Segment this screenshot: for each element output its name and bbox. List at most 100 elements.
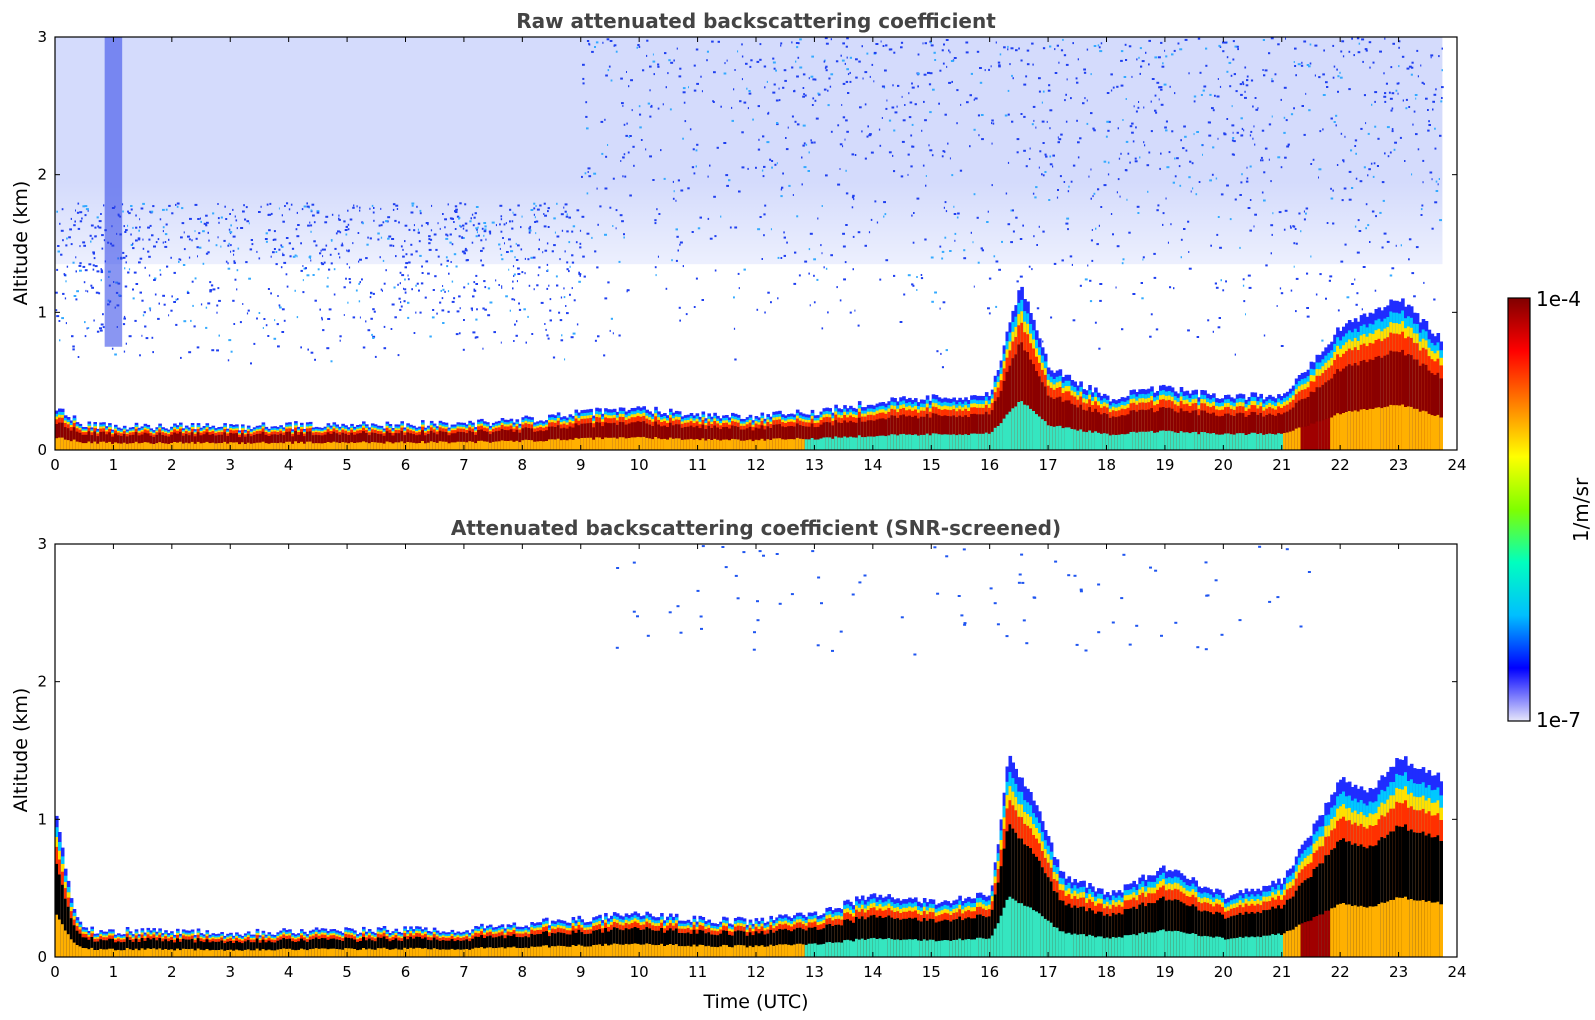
noise-speck (525, 341, 527, 344)
noise-speck (143, 311, 146, 314)
noise-speck (1011, 120, 1014, 123)
noise-speck (868, 134, 872, 137)
noise-speck (1128, 231, 1131, 234)
noise-speck (243, 204, 245, 207)
backscatter-column (763, 429, 768, 450)
backscatter-column (1120, 434, 1125, 450)
noise-speck (888, 151, 892, 154)
noise-speck (680, 189, 684, 192)
noise-speck (407, 278, 410, 281)
noise-speck (202, 262, 205, 265)
backscatter-column (763, 440, 768, 450)
backscatter-column (143, 432, 148, 450)
noise-speck (1270, 224, 1274, 227)
backscatter-column (872, 436, 877, 450)
backscatter-column (385, 431, 390, 450)
noise-speck (1287, 143, 1290, 146)
noise-speck (1098, 347, 1101, 350)
noise-speck (475, 283, 478, 285)
noise-speck (330, 239, 333, 242)
noise-speck (439, 301, 442, 304)
noise-speck (1428, 124, 1431, 126)
noise-speck (1248, 286, 1252, 289)
backscatter-column (1333, 373, 1337, 450)
noise-speck (343, 314, 345, 316)
noise-speck (524, 272, 526, 275)
backscatter-column (925, 433, 930, 450)
backscatter-column (119, 435, 124, 450)
noise-speck (1319, 273, 1322, 276)
noise-speck (132, 297, 135, 300)
noise-speck (612, 177, 615, 180)
noise-speck (649, 115, 652, 118)
noise-speck (1241, 81, 1244, 84)
backscatter-column (96, 436, 100, 450)
noise-speck (1231, 124, 1235, 127)
noise-speck (1244, 96, 1247, 99)
noise-speck (1195, 193, 1198, 196)
noise-speck (58, 320, 61, 322)
noise-speck (560, 213, 564, 216)
noise-speck (1052, 165, 1054, 168)
noise-speck (1438, 55, 1440, 58)
noise-speck (1083, 68, 1086, 71)
noise-speck (1294, 228, 1297, 230)
backscatter-column (409, 433, 413, 450)
backscatter-column (1288, 431, 1293, 450)
backscatter-column (376, 433, 381, 450)
noise-speck (1132, 140, 1135, 143)
noise-speck (125, 229, 128, 232)
noise-speck (839, 143, 843, 146)
backscatter-column (621, 437, 626, 450)
backscatter-column (1285, 432, 1290, 450)
noise-speck (924, 119, 927, 122)
noise-speck (79, 211, 83, 214)
noise-speck (533, 207, 536, 210)
backscatter-column (344, 433, 348, 450)
backscatter-column (887, 417, 891, 450)
noise-speck (1112, 86, 1115, 89)
noise-speck (1321, 339, 1324, 342)
noise-speck (618, 334, 621, 337)
noise-speck (393, 286, 396, 289)
noise-speck (627, 151, 630, 154)
noise-speck (988, 312, 991, 315)
backscatter-column (1327, 418, 1331, 450)
noise-speck (1003, 46, 1006, 49)
noise-speck (1280, 292, 1284, 295)
noise-speck (57, 245, 60, 247)
backscatter-column (530, 440, 534, 450)
backscatter-column (249, 443, 254, 450)
noise-speck (1369, 241, 1371, 243)
noise-speck (1318, 168, 1322, 171)
backscatter-column (1008, 411, 1013, 450)
noise-speck (471, 241, 474, 244)
noise-speck (404, 288, 407, 291)
backscatter-column (610, 437, 614, 450)
backscatter-column (1064, 427, 1069, 450)
noise-speck (1246, 166, 1248, 169)
noise-speck (253, 342, 256, 345)
backscatter-column (388, 442, 393, 450)
noise-speck (1326, 222, 1329, 224)
noise-speck (379, 256, 381, 259)
noise-speck (1244, 90, 1246, 93)
noise-speck (651, 104, 653, 107)
backscatter-column (1153, 432, 1157, 450)
noise-speck (518, 302, 520, 305)
noise-speck (626, 289, 630, 292)
noise-speck (142, 202, 145, 205)
backscatter-column (288, 441, 292, 450)
noise-speck (61, 317, 64, 320)
noise-speck (392, 244, 395, 247)
noise-speck (413, 332, 416, 334)
backscatter-column (716, 439, 720, 450)
noise-speck (217, 203, 219, 205)
noise-speck (56, 210, 58, 213)
noise-speck (1070, 97, 1072, 100)
noise-speck (780, 188, 783, 191)
noise-speck (881, 117, 883, 119)
noise-speck (1125, 59, 1128, 61)
noise-speck (948, 81, 952, 84)
backscatter-column (860, 421, 865, 450)
